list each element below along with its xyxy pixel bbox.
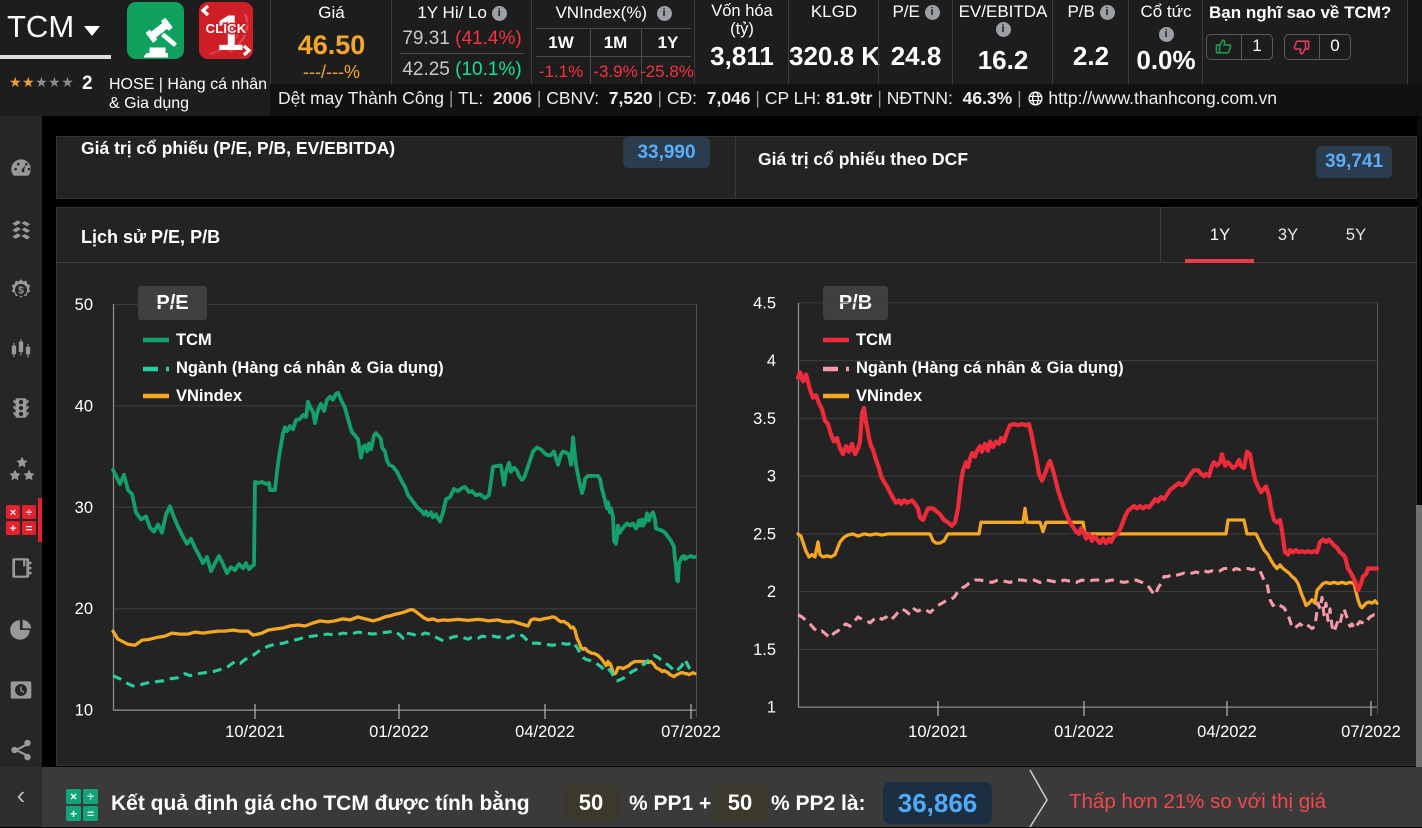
svg-text:+: + bbox=[10, 523, 16, 535]
svg-text:÷: ÷ bbox=[26, 507, 32, 519]
svg-text:=: = bbox=[87, 807, 94, 821]
svg-text:07/2022: 07/2022 bbox=[1341, 723, 1401, 741]
svg-text:CLICK: CLICK bbox=[206, 21, 247, 36]
svg-text:1: 1 bbox=[216, 5, 244, 59]
svg-text:$: $ bbox=[18, 285, 24, 296]
svg-text:4: 4 bbox=[767, 352, 776, 370]
svg-text:07/2022: 07/2022 bbox=[661, 723, 721, 741]
svg-text:3.5: 3.5 bbox=[753, 410, 776, 428]
svg-text:3: 3 bbox=[767, 468, 776, 486]
svg-text:01/2022: 01/2022 bbox=[1054, 723, 1114, 741]
svg-text:1: 1 bbox=[767, 699, 776, 717]
svg-text:20: 20 bbox=[75, 600, 93, 618]
svg-text:×: × bbox=[10, 507, 16, 519]
svg-text:10/2021: 10/2021 bbox=[225, 723, 285, 741]
svg-text:10: 10 bbox=[75, 702, 93, 720]
svg-text:÷: ÷ bbox=[87, 790, 94, 804]
svg-text:50: 50 bbox=[75, 296, 93, 314]
svg-text:=: = bbox=[26, 523, 32, 535]
svg-text:1.5: 1.5 bbox=[753, 641, 776, 659]
svg-text:30: 30 bbox=[75, 499, 93, 517]
svg-text:2.5: 2.5 bbox=[753, 525, 776, 543]
svg-text:01/2022: 01/2022 bbox=[369, 723, 429, 741]
svg-text:04/2022: 04/2022 bbox=[515, 723, 575, 741]
svg-text:04/2022: 04/2022 bbox=[1197, 723, 1257, 741]
svg-text:10/2021: 10/2021 bbox=[908, 723, 968, 741]
svg-text:×: × bbox=[70, 790, 77, 804]
svg-text:+: + bbox=[70, 807, 77, 821]
svg-text:4.5: 4.5 bbox=[753, 294, 776, 312]
svg-text:40: 40 bbox=[75, 397, 93, 415]
svg-text:2: 2 bbox=[767, 583, 776, 601]
